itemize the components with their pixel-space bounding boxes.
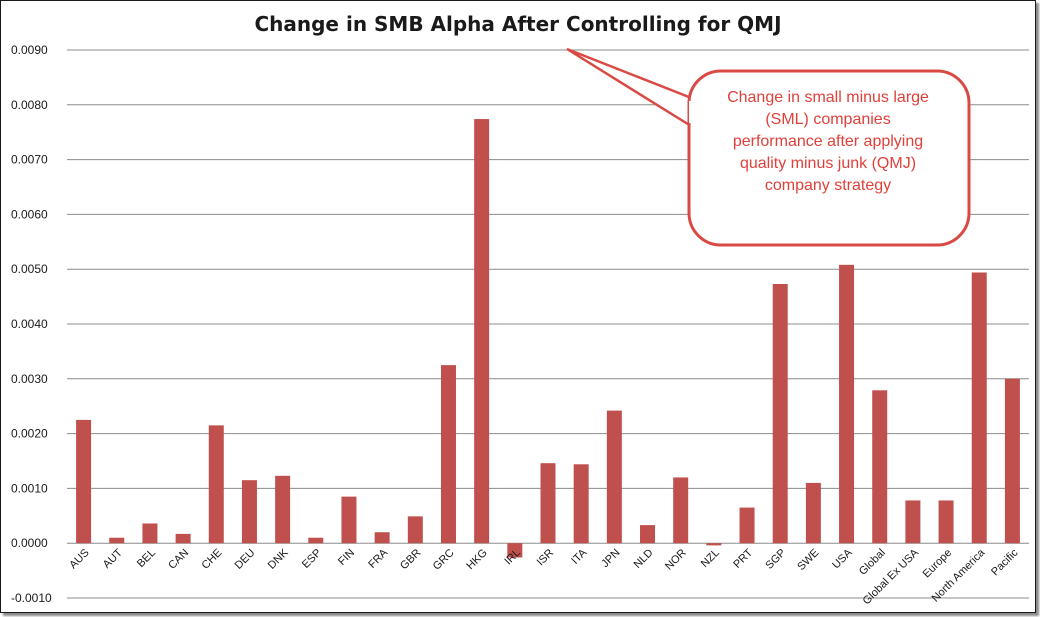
callout-text-line: quality minus junk (QMJ) [740, 155, 916, 172]
y-tick-label: 0.0050 [11, 262, 48, 276]
y-tick-label: 0.0090 [11, 43, 48, 57]
x-tick-label: DEU [233, 547, 258, 572]
x-tick-label: FRA [366, 546, 391, 571]
bar-swe [805, 482, 821, 544]
x-tick-label: AUT [101, 547, 125, 571]
bar-nld [640, 525, 656, 544]
bar-esp [308, 537, 324, 544]
x-tick-label: NOR [663, 547, 689, 573]
x-tick-label: NZL [699, 547, 722, 570]
callout-box [687, 69, 971, 247]
bars [76, 119, 1020, 558]
callout-text-line: (SML) companies [765, 111, 890, 128]
x-tick-label: SGP [763, 547, 788, 572]
y-tick-label: 0.0000 [11, 536, 48, 550]
bar-hkg [474, 119, 490, 544]
y-tick-label: 0.0060 [11, 207, 48, 221]
bar-che [208, 425, 224, 544]
y-tick-label: -0.0010 [11, 591, 52, 605]
y-tick-label: 0.0020 [11, 427, 48, 441]
x-tick-label: JPN [599, 547, 622, 570]
x-tick-label: ESP [300, 547, 324, 571]
callout-text: Change in small minus large (SML) compani… [727, 89, 929, 194]
bar-isr [540, 463, 556, 544]
bar-global-ex-usa [905, 500, 921, 544]
x-tick-label: HKG [464, 547, 489, 572]
x-tick-label: PRT [731, 547, 755, 571]
bar-usa [839, 264, 855, 544]
x-tick-label: USA [830, 546, 855, 571]
x-tick-label: ISR [535, 547, 556, 568]
bar-aus [76, 419, 92, 544]
chart-title: Change in SMB Alpha After Controlling fo… [254, 12, 781, 36]
x-tick-label: BEL [135, 547, 158, 570]
bar-bel [142, 523, 158, 544]
bar-irl [507, 543, 523, 558]
bar-deu [241, 480, 257, 544]
bar-nor [673, 477, 689, 544]
bar-ita [573, 464, 589, 544]
y-tick-label: 0.0030 [11, 372, 48, 386]
callout-text-line: Change in small minus large [727, 89, 929, 106]
bar-pacific [1004, 378, 1020, 544]
x-tick-label: GRC [431, 547, 457, 573]
y-tick-label: 0.0040 [11, 317, 48, 331]
bar-aut [109, 537, 125, 544]
bar-can [175, 533, 191, 544]
callout-annotation: Change in small minus large (SML) compani… [566, 47, 971, 247]
y-axis-tick-labels: -0.0010 0.0000 0.0010 0.0020 0.0030 0.0040 0.0… [11, 43, 52, 605]
callout-text-line: performance after applying [733, 133, 923, 150]
bar-grc [440, 365, 456, 544]
callout-text-line: company strategy [765, 177, 891, 194]
bar-jpn [606, 410, 622, 544]
x-tick-label: ITA [569, 546, 589, 566]
bar-dnk [275, 475, 291, 544]
bar-global [872, 390, 888, 544]
bar-north-america [971, 272, 987, 544]
bar-prt [739, 507, 755, 544]
x-tick-label: CHE [199, 547, 224, 572]
x-tick-label: DNK [266, 546, 291, 571]
y-tick-label: 0.0070 [11, 153, 48, 167]
y-tick-label: 0.0010 [11, 481, 48, 495]
x-tick-label: Pacific [989, 546, 1021, 578]
x-tick-label: FIN [336, 547, 357, 568]
bar-fin [341, 496, 357, 544]
y-tick-label: 0.0080 [11, 98, 48, 112]
bar-fra [374, 532, 390, 544]
x-tick-label: GBR [398, 547, 423, 572]
bar-europe [938, 500, 954, 544]
x-tick-label: AUS [67, 547, 91, 571]
x-tick-label: Global [857, 547, 888, 578]
bar-gbr [407, 516, 423, 544]
bar-nzl [706, 543, 722, 546]
callout-pointer [566, 47, 695, 128]
x-tick-label: SWE [795, 547, 821, 573]
x-tick-label: CAN [166, 547, 191, 572]
bar-sgp [772, 283, 788, 544]
x-tick-label: NLD [632, 547, 656, 571]
